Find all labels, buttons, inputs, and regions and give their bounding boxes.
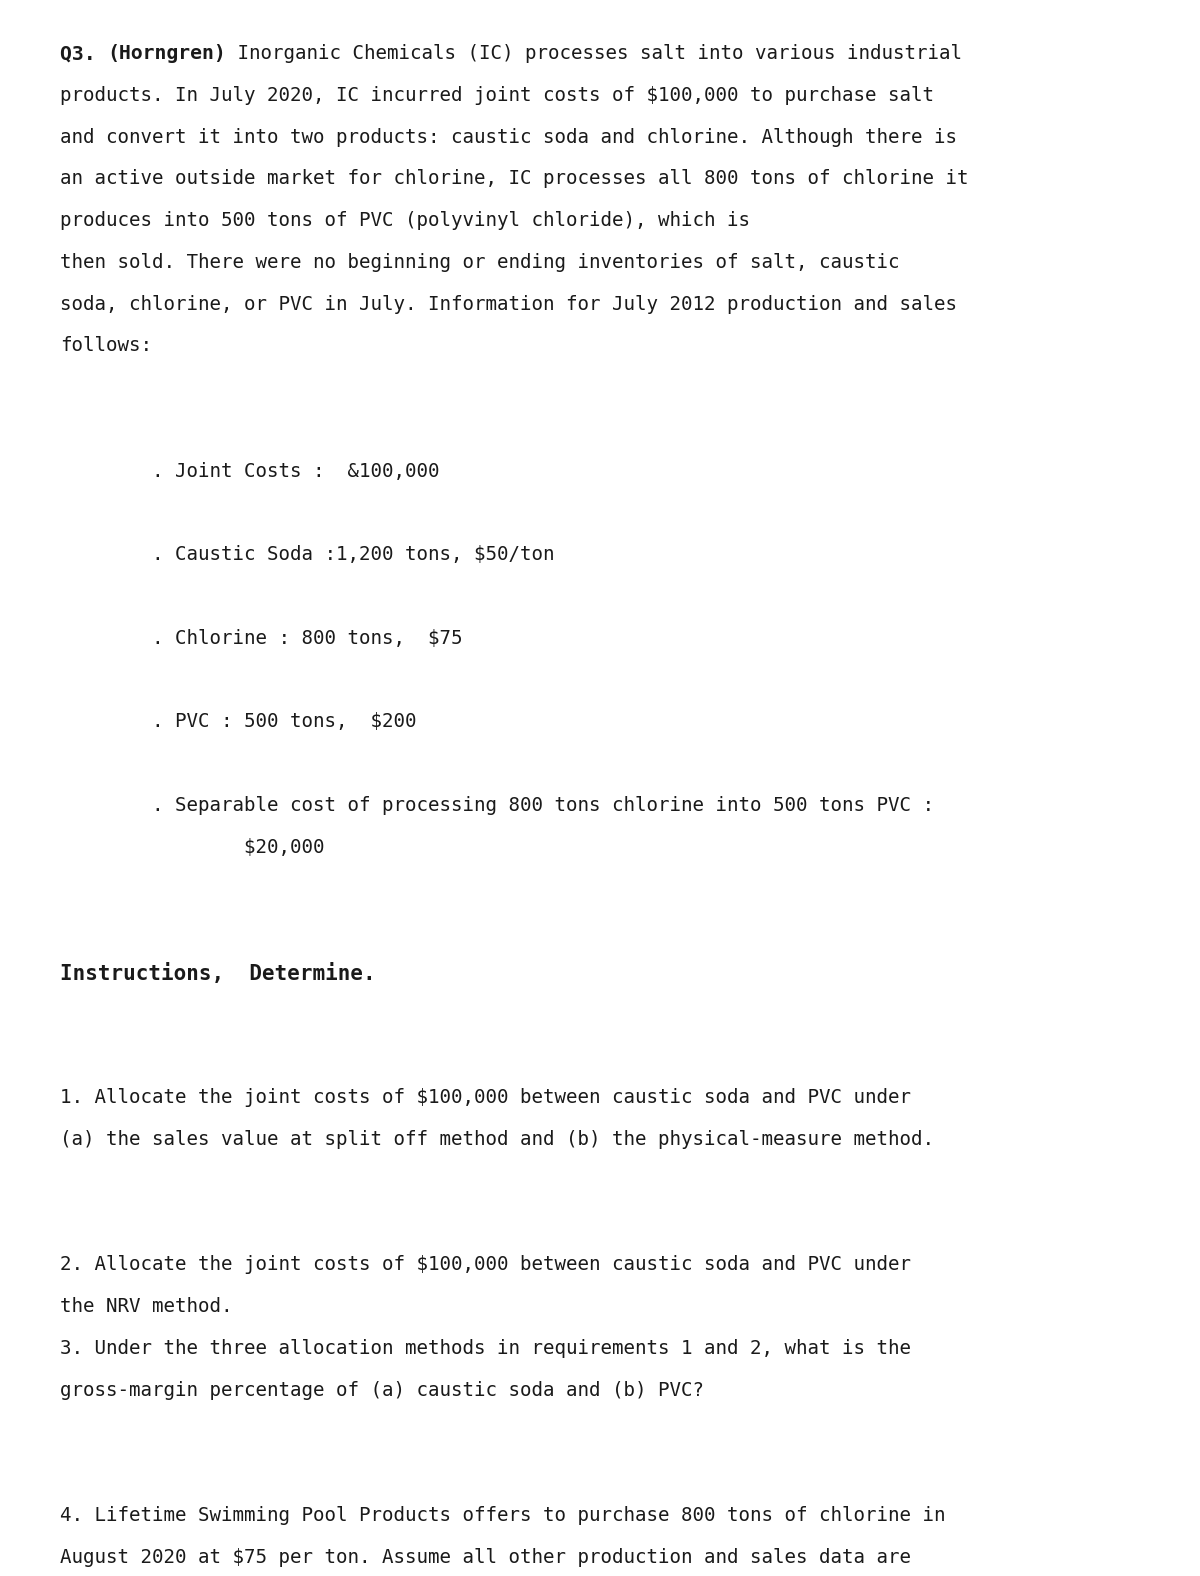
- Text: products. In July 2020, IC incurred joint costs of $100,000 to purchase salt: products. In July 2020, IC incurred join…: [60, 87, 934, 106]
- Text: . Joint Costs :  &100,000: . Joint Costs : &100,000: [60, 462, 439, 481]
- Text: follows:: follows:: [60, 336, 152, 356]
- Text: . PVC : 500 tons,  $200: . PVC : 500 tons, $200: [60, 712, 416, 731]
- Text: an active outside market for chlorine, IC processes all 800 tons of chlorine it: an active outside market for chlorine, I…: [60, 169, 968, 189]
- Text: produces into 500 tons of PVC (polyvinyl chloride), which is: produces into 500 tons of PVC (polyvinyl…: [60, 211, 750, 230]
- Text: August 2020 at $75 per ton. Assume all other production and sales data are: August 2020 at $75 per ton. Assume all o…: [60, 1548, 911, 1567]
- Text: soda, chlorine, or PVC in July. Information for July 2012 production and sales: soda, chlorine, or PVC in July. Informat…: [60, 295, 958, 314]
- Text: gross-margin percentage of (a) caustic soda and (b) PVC?: gross-margin percentage of (a) caustic s…: [60, 1381, 704, 1399]
- Text: (a) the sales value at split off method and (b) the physical-measure method.: (a) the sales value at split off method …: [60, 1130, 934, 1149]
- Text: and convert it into two products: caustic soda and chlorine. Although there is: and convert it into two products: causti…: [60, 128, 958, 147]
- Text: (Horngren): (Horngren): [108, 44, 227, 63]
- Text: Instructions,  Determine.: Instructions, Determine.: [60, 963, 376, 983]
- Text: 4. Lifetime Swimming Pool Products offers to purchase 800 tons of chlorine in: 4. Lifetime Swimming Pool Products offer…: [60, 1505, 946, 1526]
- Text: then sold. There were no beginning or ending inventories of salt, caustic: then sold. There were no beginning or en…: [60, 252, 900, 273]
- Text: Q3.: Q3.: [60, 44, 108, 63]
- Text: the NRV method.: the NRV method.: [60, 1297, 233, 1316]
- Text: $20,000: $20,000: [60, 837, 324, 857]
- Text: Inorganic Chemicals (IC) processes salt into various industrial: Inorganic Chemicals (IC) processes salt …: [227, 44, 962, 63]
- Text: . Separable cost of processing 800 tons chlorine into 500 tons PVC :: . Separable cost of processing 800 tons …: [60, 796, 934, 815]
- Text: . Chlorine : 800 tons,  $75: . Chlorine : 800 tons, $75: [60, 629, 462, 648]
- Text: 2. Allocate the joint costs of $100,000 between caustic soda and PVC under: 2. Allocate the joint costs of $100,000 …: [60, 1254, 911, 1275]
- Text: 1. Allocate the joint costs of $100,000 between caustic soda and PVC under: 1. Allocate the joint costs of $100,000 …: [60, 1087, 911, 1108]
- Text: 3. Under the three allocation methods in requirements 1 and 2, what is the: 3. Under the three allocation methods in…: [60, 1338, 911, 1359]
- Text: . Caustic Soda :1,200 tons, $50/ton: . Caustic Soda :1,200 tons, $50/ton: [60, 545, 554, 564]
